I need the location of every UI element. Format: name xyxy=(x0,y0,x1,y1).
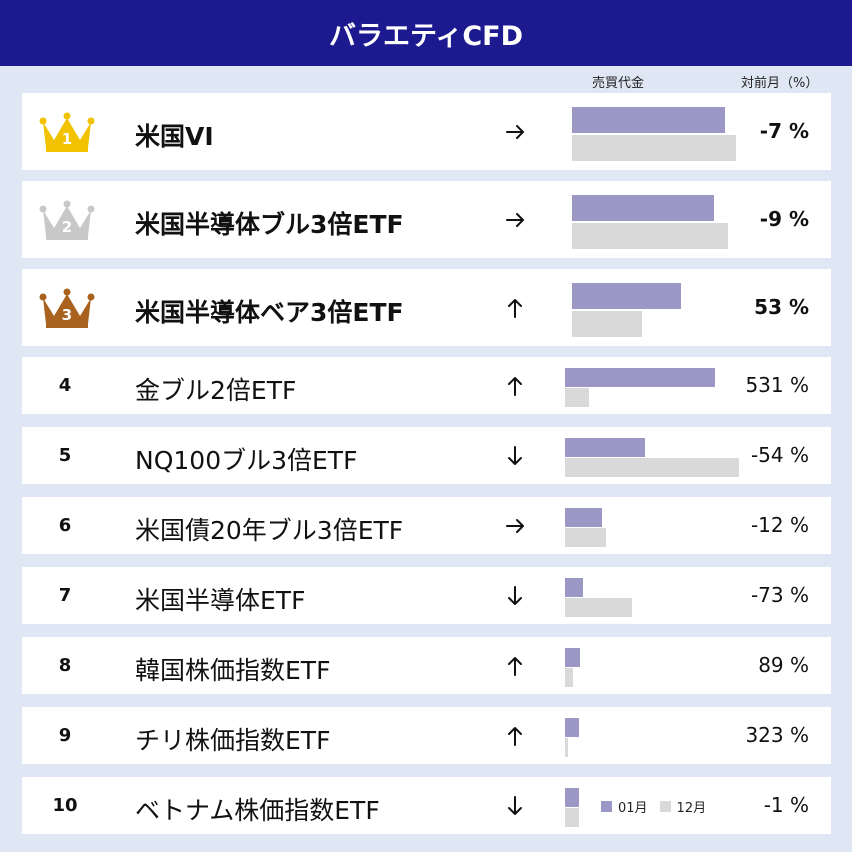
ranking-row: 7 米国半導体ETF -73 % xyxy=(22,567,831,624)
gold-crown-icon: 1 xyxy=(38,110,96,154)
arrow-down-icon xyxy=(492,585,538,607)
bar-previous-month xyxy=(565,458,740,477)
mom-change-value: -1 % xyxy=(763,792,809,817)
legend: 01月 12月 xyxy=(601,797,706,816)
mom-change-value: 323 % xyxy=(745,722,809,747)
bar-previous-month xyxy=(565,528,607,547)
instrument-name: 米国半導体ベア3倍ETF xyxy=(135,297,404,327)
instrument-name: ベトナム株価指数ETF xyxy=(135,795,380,825)
arrow-up-icon xyxy=(492,375,538,397)
arrow-down-icon xyxy=(492,445,538,467)
bar-previous-month xyxy=(565,598,633,617)
ranking-row: 10 ベトナム株価指数ETF -1 % xyxy=(22,777,831,834)
rank-number: 9 xyxy=(58,724,72,746)
arrow-right-icon xyxy=(492,121,538,143)
bar-previous-month xyxy=(572,134,736,161)
bar-current-month xyxy=(572,282,681,309)
legend-previous-swatch xyxy=(659,801,671,812)
bar-previous-month xyxy=(565,668,573,687)
rank-number: 3 xyxy=(61,305,73,324)
bar-previous-month xyxy=(572,310,643,337)
mom-change-value: -54 % xyxy=(750,442,809,467)
mom-change-value: 531 % xyxy=(745,372,809,397)
header: バラエティCFD xyxy=(0,0,852,66)
arrow-up-icon xyxy=(492,297,538,319)
rank-number: 7 xyxy=(58,584,72,606)
bar-current-month xyxy=(565,368,715,387)
rank-number: 2 xyxy=(61,217,73,236)
instrument-name: NQ100ブル3倍ETF xyxy=(135,445,358,475)
mom-change-value: -12 % xyxy=(750,512,809,537)
arrow-right-icon xyxy=(492,209,538,231)
mom-column-header: 対前月（%） xyxy=(741,76,819,91)
mom-change-value: -73 % xyxy=(750,582,809,607)
instrument-name: 金ブル2倍ETF xyxy=(135,375,297,405)
rank-number: 6 xyxy=(58,514,72,536)
bar-previous-month xyxy=(565,738,569,757)
ranking-row: 1 米国VI -7 % xyxy=(22,93,831,170)
rank-number: 8 xyxy=(58,654,72,676)
bar-current-month xyxy=(565,508,602,527)
bar-current-month xyxy=(565,788,579,807)
mom-change-value: 89 % xyxy=(758,652,809,677)
page-title: バラエティCFD xyxy=(328,20,524,52)
bar-previous-month xyxy=(565,808,579,827)
instrument-name: 米国債20年ブル3倍ETF xyxy=(135,515,404,545)
mom-change-value: -7 % xyxy=(759,118,809,143)
silver-crown-icon: 2 xyxy=(38,198,96,242)
legend-current-label: 01月 xyxy=(618,801,648,816)
bar-current-month xyxy=(572,106,725,133)
instrument-name: 韓国株価指数ETF xyxy=(135,655,331,685)
arrow-up-icon xyxy=(492,725,538,747)
bar-current-month xyxy=(565,578,584,597)
rank-number: 5 xyxy=(58,444,72,466)
arrow-down-icon xyxy=(492,795,538,817)
ranking-row: 9 チリ株価指数ETF 323 % xyxy=(22,707,831,764)
rank-number: 10 xyxy=(52,794,78,816)
bar-current-month xyxy=(572,194,715,221)
instrument-name: 米国半導体ETF xyxy=(135,585,306,615)
bar-previous-month xyxy=(565,388,590,407)
mom-change-value: 53 % xyxy=(754,294,809,319)
bronze-crown-icon: 3 xyxy=(38,286,96,330)
mom-change-value: -9 % xyxy=(759,206,809,231)
bar-current-month xyxy=(565,438,645,457)
ranking-row: 2 米国半導体ブル3倍ETF -9 % xyxy=(22,181,831,258)
ranking-row: 3 米国半導体ベア3倍ETF 53 % xyxy=(22,269,831,346)
rank-number: 4 xyxy=(58,374,72,396)
ranking-row: 4 金ブル2倍ETF 531 % xyxy=(22,357,831,414)
rank-number: 1 xyxy=(61,129,73,148)
instrument-name: 米国VI xyxy=(135,121,214,151)
bar-previous-month xyxy=(572,222,729,249)
ranking-row: 6 米国債20年ブル3倍ETF -12 % xyxy=(22,497,831,554)
ranking-row: 8 韓国株価指数ETF 89 % xyxy=(22,637,831,694)
bar-current-month xyxy=(565,648,581,667)
volume-column-header: 売買代金 xyxy=(592,76,645,91)
legend-current-swatch xyxy=(601,801,612,812)
arrow-right-icon xyxy=(492,515,538,537)
ranking-row: 5 NQ100ブル3倍ETF -54 % xyxy=(22,427,831,484)
arrow-up-icon xyxy=(492,655,538,677)
instrument-name: 米国半導体ブル3倍ETF xyxy=(135,209,404,239)
legend-previous-label: 12月 xyxy=(676,801,707,816)
bar-current-month xyxy=(565,718,579,737)
instrument-name: チリ株価指数ETF xyxy=(135,725,331,755)
